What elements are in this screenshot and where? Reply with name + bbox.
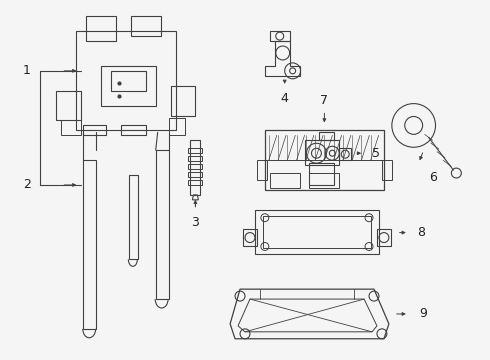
- Bar: [255, 210, 379, 255]
- Bar: [265, 130, 384, 190]
- Bar: [305, 140, 339, 165]
- Bar: [270, 31, 290, 41]
- Text: 4: 4: [281, 92, 289, 105]
- Text: 3: 3: [192, 216, 199, 229]
- Bar: [257, 160, 267, 180]
- Bar: [310, 173, 339, 188]
- Bar: [377, 229, 391, 247]
- Bar: [243, 229, 257, 247]
- Bar: [263, 216, 371, 248]
- Text: 1: 1: [23, 64, 31, 77]
- Text: 9: 9: [419, 307, 428, 320]
- Text: 7: 7: [320, 94, 328, 107]
- Text: 8: 8: [416, 226, 425, 239]
- Bar: [310, 163, 334, 185]
- Bar: [382, 160, 392, 180]
- Bar: [270, 173, 299, 188]
- Bar: [339, 148, 351, 160]
- Bar: [319, 132, 334, 140]
- Text: 6: 6: [430, 171, 438, 184]
- Text: 2: 2: [23, 179, 31, 192]
- Text: 5: 5: [372, 147, 380, 160]
